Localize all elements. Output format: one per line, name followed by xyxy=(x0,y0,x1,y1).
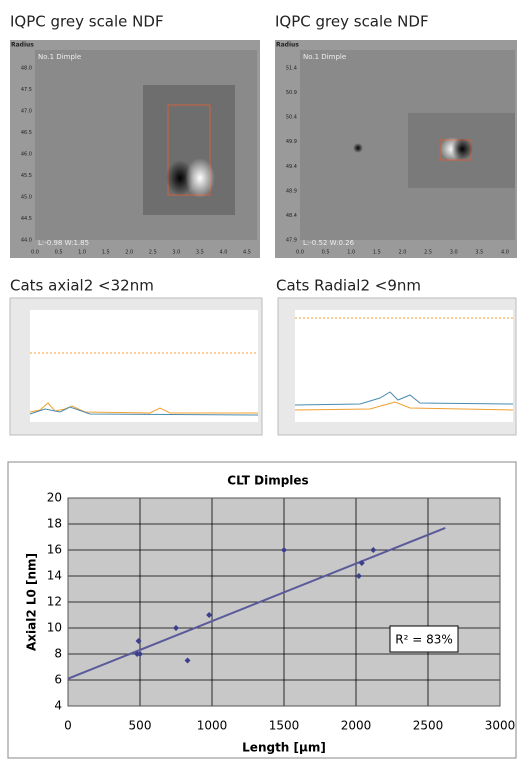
x-tick-label: 2.0 xyxy=(125,250,133,256)
point xyxy=(173,625,179,631)
y-tick-label: 47.5 xyxy=(21,87,32,93)
trendline xyxy=(67,526,446,680)
footer: L:-0.98 W:1.85 xyxy=(38,239,89,247)
y-tick-label: 6 xyxy=(54,673,62,687)
annotation: R² = 83% xyxy=(395,633,453,647)
panel-title: IQPC grey scale NDF xyxy=(10,13,164,31)
x-tick-label: 2.0 xyxy=(399,250,407,256)
x-tick-label: 2500 xyxy=(413,719,444,733)
x-tick-label: 3.5 xyxy=(196,250,204,256)
x-tick-label: 1500 xyxy=(269,719,300,733)
panel-image xyxy=(143,85,235,215)
x-tick-label: 2.5 xyxy=(424,250,432,256)
trace xyxy=(294,391,514,406)
x-tick-label: 1.5 xyxy=(102,250,110,256)
y-tick-label: 46.5 xyxy=(21,130,32,136)
x-tick-label: 3000 xyxy=(485,719,516,733)
y-tick-label: 47.0 xyxy=(21,109,32,115)
y-tick-label: 48.0 xyxy=(21,66,32,72)
y-tick-label: 10 xyxy=(47,621,62,635)
y-tick-label: 20 xyxy=(47,491,62,505)
x-tick-label: 4.0 xyxy=(219,250,227,256)
point xyxy=(135,638,142,644)
panel-title: Cats axial2 <32nm xyxy=(10,277,154,295)
x-tick-label: 1.5 xyxy=(373,250,381,256)
y-tick-label: 50.9 xyxy=(286,90,297,96)
x-axis-label: Length [µm] xyxy=(242,741,326,755)
caption: No.1 Dimple xyxy=(38,53,81,61)
blob xyxy=(353,143,363,153)
y-tick-label: 48.4 xyxy=(286,213,297,219)
axis-label: Radius xyxy=(11,42,34,49)
plot-border xyxy=(67,497,501,707)
x-tick-label: 3.5 xyxy=(475,250,483,256)
x-tick-label: 1.0 xyxy=(78,250,86,256)
point xyxy=(206,612,213,618)
point xyxy=(184,657,191,664)
chart-title: CLT Dimples xyxy=(227,474,308,488)
x-tick-label: 0 xyxy=(64,719,72,733)
axis-label: Radius xyxy=(276,42,299,49)
y-tick-label: 16 xyxy=(47,543,62,557)
blob xyxy=(185,158,215,198)
x-tick-label: 3.0 xyxy=(172,250,180,256)
y-tick-label: 4 xyxy=(54,699,62,713)
y-tick-label: 12 xyxy=(47,595,62,609)
x-tick-label: 0.0 xyxy=(296,250,304,256)
y-tick-label: 14 xyxy=(47,569,62,583)
y-tick-label: 47.9 xyxy=(286,238,297,244)
trace xyxy=(29,406,259,416)
footer: L:-0.52 W:0.26 xyxy=(303,239,355,247)
x-tick-label: 2.5 xyxy=(149,250,157,256)
x-tick-label: 3.0 xyxy=(450,250,458,256)
x-tick-label: 4.5 xyxy=(243,250,251,256)
y-tick-label: 8 xyxy=(54,647,62,661)
y-tick-label: 46.0 xyxy=(21,152,32,158)
x-tick-label: 2000 xyxy=(341,719,372,733)
point xyxy=(358,560,365,566)
y-tick-label: 50.4 xyxy=(286,115,297,121)
trace xyxy=(29,402,258,414)
x-tick-label: 0.5 xyxy=(55,250,63,256)
y-tick-label: 51.4 xyxy=(286,66,297,72)
blob xyxy=(451,138,473,160)
roi xyxy=(167,104,211,196)
x-tick-label: 0.5 xyxy=(322,250,330,256)
panel-title: Cats Radial2 <9nm xyxy=(276,277,421,295)
x-tick-label: 500 xyxy=(129,719,152,733)
y-tick-label: 44.5 xyxy=(21,216,32,222)
y-tick-label: 45.0 xyxy=(21,195,32,201)
x-tick-label: 1000 xyxy=(197,719,228,733)
x-tick-label: 4.0 xyxy=(501,250,509,256)
x-tick-label: 1.0 xyxy=(347,250,355,256)
panel-title: IQPC grey scale NDF xyxy=(275,13,429,31)
y-tick-label: 18 xyxy=(47,517,62,531)
point xyxy=(281,547,287,553)
trace xyxy=(294,401,514,411)
caption: No.1 Dimple xyxy=(303,53,346,61)
y-axis-label: Axial2 L0 [nm] xyxy=(25,553,39,651)
y-tick-label: 45.5 xyxy=(21,173,32,179)
y-tick-label: 48.9 xyxy=(286,188,297,194)
point xyxy=(137,651,143,657)
point xyxy=(355,573,362,579)
y-tick-label: 44.0 xyxy=(21,238,32,244)
y-tick-label: 49.9 xyxy=(286,139,297,145)
y-tick-label: 49.4 xyxy=(286,164,297,170)
annotation-box xyxy=(389,625,459,653)
x-tick-label: 0.0 xyxy=(31,250,39,256)
point xyxy=(370,547,377,553)
line-plot xyxy=(30,310,258,422)
